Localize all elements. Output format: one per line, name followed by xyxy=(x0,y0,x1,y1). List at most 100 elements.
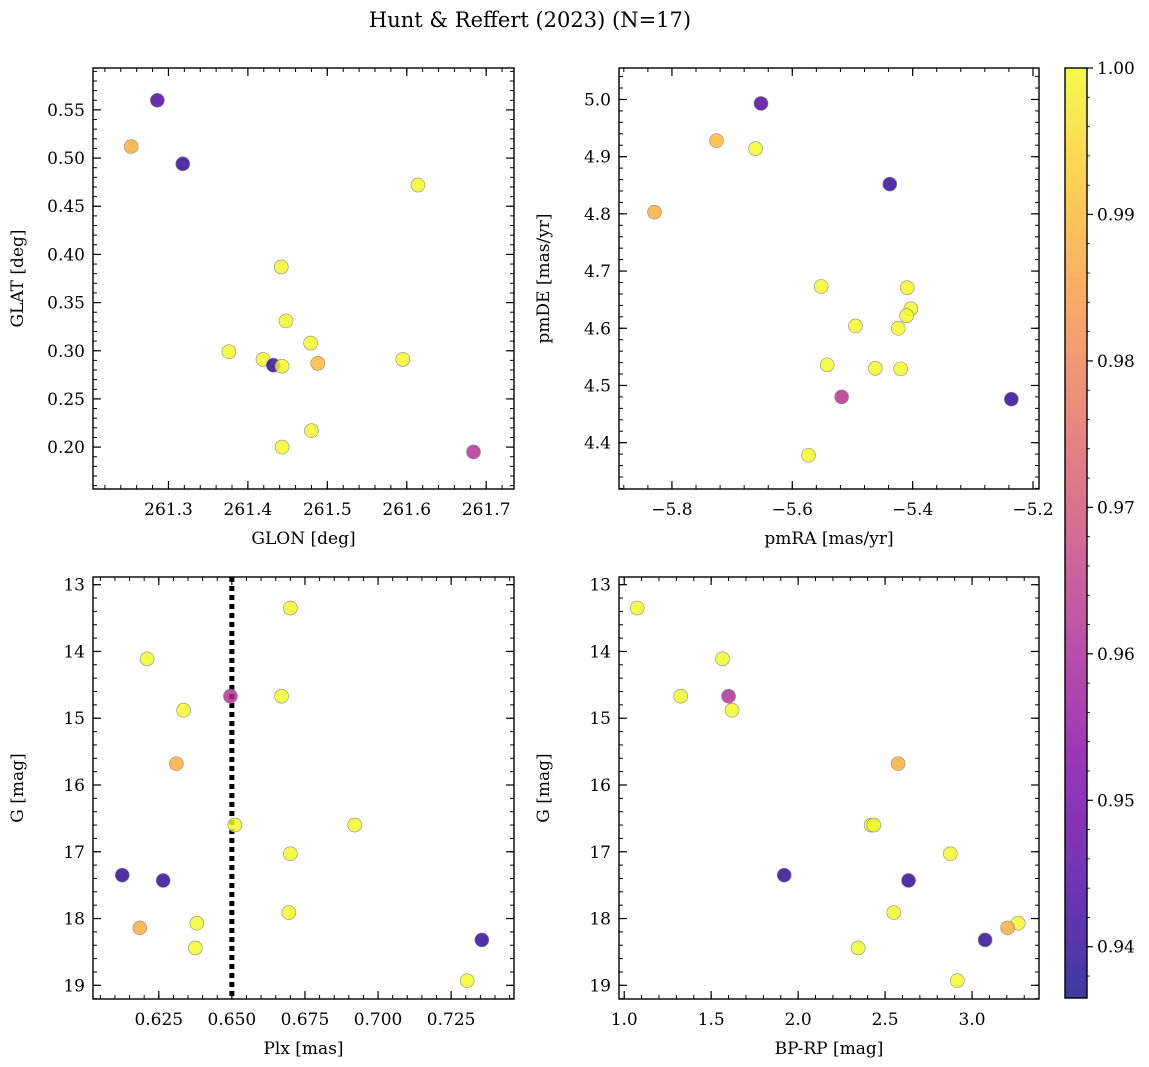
x-tick-label: −5.4 xyxy=(892,500,933,520)
scatter-point xyxy=(776,867,792,883)
scatter-point xyxy=(1004,391,1019,407)
scatter-point xyxy=(629,600,645,616)
scatter-point xyxy=(709,133,724,148)
scatter-point xyxy=(283,846,298,862)
scatter-point xyxy=(274,358,290,374)
y-axis-label: GLAT [deg] xyxy=(8,229,28,327)
scatter-point xyxy=(943,846,958,862)
y-tick-label: 4.8 xyxy=(584,205,611,225)
x-tick-label: 0.650 xyxy=(208,1010,257,1030)
scatter-point xyxy=(395,352,411,367)
scatter-point xyxy=(281,905,297,920)
axes-frame-plx-g xyxy=(92,576,515,1000)
y-tick-label: 0.25 xyxy=(47,390,85,410)
scatter-point xyxy=(132,920,148,936)
scatter-point xyxy=(721,688,736,704)
y-axis-label: pmDE [mas/yr] xyxy=(534,213,554,343)
y-tick-label: 14 xyxy=(63,642,85,662)
colorbar-frame xyxy=(1064,67,1088,999)
scatter-point xyxy=(748,141,763,156)
scatter-point xyxy=(304,423,319,439)
x-tick-label: −5.6 xyxy=(772,500,813,520)
scatter-point xyxy=(834,389,849,405)
y-tick-label: 16 xyxy=(589,776,611,796)
scatter-point xyxy=(175,156,191,172)
scatter-point xyxy=(1000,920,1015,936)
y-tick-label: 15 xyxy=(63,709,85,729)
scatter-point xyxy=(899,280,915,295)
scatter-point xyxy=(850,940,866,956)
x-tick-label: 2.5 xyxy=(872,1010,899,1030)
scatter-point xyxy=(139,651,155,667)
scatter-point xyxy=(176,702,191,718)
scatter-point xyxy=(459,973,475,988)
y-tick-label: 15 xyxy=(589,709,611,729)
scatter-point xyxy=(899,308,914,323)
scatter-point xyxy=(278,313,294,329)
scatter-point xyxy=(813,279,829,294)
x-tick-label: 261.7 xyxy=(462,500,511,520)
x-tick-label: 261.6 xyxy=(382,500,431,520)
panel-plx-g: 0.625 0.650 0.675 0.700 0.725 13 14 15 16 17 18 19 P… xyxy=(8,576,515,1059)
panel-pmra-pmde: −5.8 −5.6 −5.4 −5.2 4.4 4.5 4.6 4.7 4.8 4.9 5.0 pmR… xyxy=(534,67,1054,549)
y-tick-label: 0.35 xyxy=(47,294,85,314)
scatter-point xyxy=(715,651,730,667)
y-tick-label: 5.0 xyxy=(584,90,611,110)
y-tick-label: 0.20 xyxy=(47,438,85,458)
x-tick-label: 261.5 xyxy=(303,500,352,520)
scatter-point xyxy=(893,361,908,377)
scatter-point xyxy=(223,688,238,704)
y-tick-label: 4.5 xyxy=(584,376,611,396)
y-tick-label: 0.45 xyxy=(47,197,85,217)
y-tick-label: 17 xyxy=(63,843,85,863)
scatter-point xyxy=(169,756,184,771)
y-tick-label: 4.9 xyxy=(584,148,611,168)
scatter-point xyxy=(410,177,426,193)
colorbar-tick-label: 0.95 xyxy=(1097,791,1135,811)
x-axis-label: GLON [deg] xyxy=(251,529,355,549)
y-tick-label: 18 xyxy=(63,910,85,930)
scatter-point xyxy=(150,92,165,108)
y-tick-label: 17 xyxy=(589,843,611,863)
scatter-point xyxy=(274,439,290,455)
scatter-point xyxy=(977,932,993,948)
scatter-point xyxy=(221,344,237,360)
scatter-point xyxy=(466,444,481,460)
scatter-point xyxy=(673,688,689,704)
colorbar-gradient xyxy=(1065,68,1087,998)
scatter-point xyxy=(890,320,906,336)
panel-bprp-g: 1.0 1.5 2.0 2.5 3.0 13 14 15 16 17 18 19 BP-RP [mag]… xyxy=(534,576,1040,1059)
scatter-point xyxy=(188,940,203,956)
axes-frame-glon-glat xyxy=(92,67,515,490)
colorbar-tick-label: 0.96 xyxy=(1097,645,1135,665)
y-tick-label: 4.6 xyxy=(584,319,611,339)
scatter-point xyxy=(303,335,318,351)
x-tick-label: 0.700 xyxy=(354,1010,403,1030)
scatter-point xyxy=(283,600,298,616)
y-tick-label: 13 xyxy=(63,576,85,596)
y-tick-label: 4.4 xyxy=(584,434,611,454)
y-tick-label: 0.50 xyxy=(47,149,85,169)
y-axis-label: G [mag] xyxy=(534,753,554,822)
y-tick-label: 13 xyxy=(589,576,611,596)
scatter-point xyxy=(868,361,883,376)
colorbar-tick-label: 0.97 xyxy=(1097,498,1135,518)
colorbar-tick-label: 1.00 xyxy=(1097,59,1135,79)
y-axis-label: G [mag] xyxy=(8,753,28,822)
x-tick-label: 261.3 xyxy=(144,500,193,520)
colorbar: 0.94 0.95 0.96 0.97 0.98 0.99 1.00 xyxy=(1064,59,1135,999)
scatter-point xyxy=(882,176,898,192)
x-tick-label: 3.0 xyxy=(959,1010,986,1030)
y-tick-label: 0.55 xyxy=(47,101,85,121)
scatter-point xyxy=(866,817,882,833)
axes-frame-pmra-pmde xyxy=(618,67,1040,490)
scatter-point xyxy=(310,355,326,371)
scatter-point xyxy=(949,973,965,988)
x-tick-label: 0.625 xyxy=(134,1010,183,1030)
scatter-point xyxy=(114,867,130,883)
x-axis-label: BP-RP [mag] xyxy=(775,1039,884,1059)
scatter-point xyxy=(347,817,362,833)
y-tick-label: 14 xyxy=(589,642,611,662)
scatter-point xyxy=(123,139,139,154)
x-axis-label: Plx [mas] xyxy=(263,1039,343,1059)
